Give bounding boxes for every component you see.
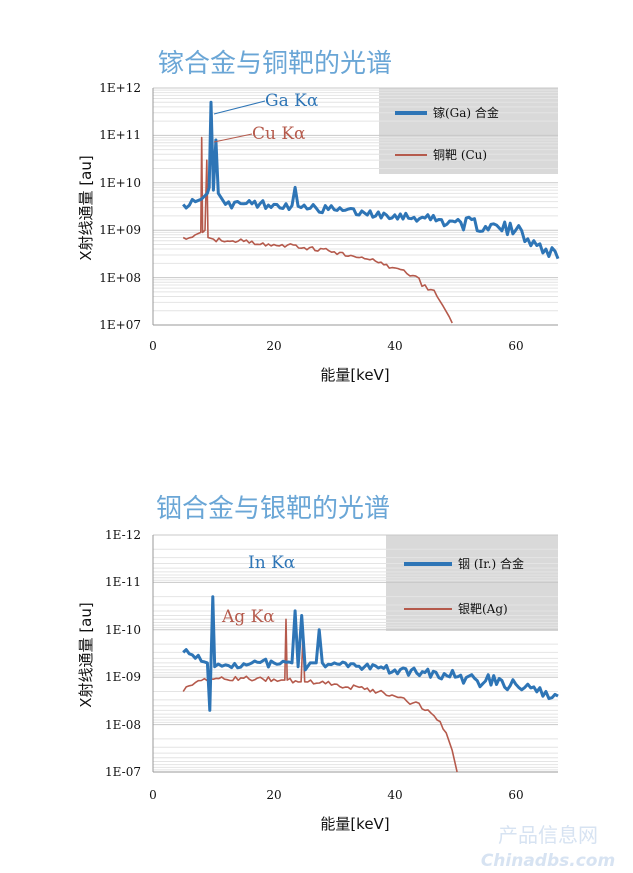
legend-label-ag: 银靶(Ag) xyxy=(458,602,508,616)
y-tick-label: 1E-12 xyxy=(105,528,141,542)
series-group xyxy=(182,595,559,773)
legend-label-cu: 铜靶 (Cu) xyxy=(433,147,487,162)
chart-ga-alloy: 镓合金与铜靶的光谱 1E+07 1E+08 1E+09 1E+10 1E+11 … xyxy=(77,49,560,384)
x-tick-label: 20 xyxy=(266,788,281,802)
series-line-target xyxy=(182,136,453,324)
chart-in-alloy: 铟合金与银靶的光谱 1E-12 1E-11 1E-10 1E-09 1E-08 … xyxy=(77,494,559,833)
annotation-arrow-ga xyxy=(213,100,266,115)
y-tick-label: 1E+09 xyxy=(99,223,141,237)
y-tick-label: 1E+12 xyxy=(99,81,141,95)
annotation-ga-ka: Ga Kα xyxy=(265,91,319,111)
chart-title: 镓合金与铜靶的光谱 xyxy=(158,49,392,79)
legend-label-in: 铟 (Ir.) 合金 xyxy=(458,556,524,571)
y-axis-label: X射线通量 [au] xyxy=(77,602,95,707)
x-tick-label: 20 xyxy=(266,339,281,353)
series-line-alloy xyxy=(182,595,559,712)
gridlines xyxy=(153,534,558,771)
watermark-text: 产品信息网 xyxy=(498,823,598,847)
x-tick-label: 40 xyxy=(387,788,402,802)
x-tick-label: 60 xyxy=(508,339,523,353)
chart-title: 铟合金与银靶的光谱 xyxy=(156,494,390,524)
y-axis-label: X射线通量 [au] xyxy=(77,155,95,260)
y-tick-label: 1E+08 xyxy=(99,271,141,285)
annotation-ag-ka: Ag Kα xyxy=(221,607,275,627)
watermark-url: Chinadbs.com xyxy=(481,851,615,871)
legend-label-ga: 镓(Ga) 合金 xyxy=(433,105,499,120)
x-axis-label: 能量[keV] xyxy=(320,815,389,833)
x-tick-label: 0 xyxy=(149,788,157,802)
y-tick-label: 1E-09 xyxy=(105,670,141,684)
y-tick-label: 1E-10 xyxy=(105,623,141,637)
gridlines xyxy=(153,87,558,326)
y-tick-label: 1E+10 xyxy=(99,176,141,190)
y-tick-label: 1E+11 xyxy=(99,128,141,142)
x-tick-label: 60 xyxy=(508,788,523,802)
y-tick-label: 1E+07 xyxy=(99,318,141,332)
series-group xyxy=(182,100,560,324)
annotation-in-ka: In Kα xyxy=(248,553,296,573)
annotation-cu-ka: Cu Kα xyxy=(252,124,306,144)
y-tick-label: 1E-11 xyxy=(105,575,141,589)
y-tick-label: 1E-07 xyxy=(105,765,141,779)
x-axis-label: 能量[keV] xyxy=(320,366,389,384)
legend-box xyxy=(386,535,558,631)
y-tick-label: 1E-08 xyxy=(105,718,141,732)
series-line-alloy xyxy=(182,100,560,260)
x-tick-label: 40 xyxy=(387,339,402,353)
annotation-arrow-cu xyxy=(213,133,253,143)
series-line-target xyxy=(182,618,458,773)
x-tick-label: 0 xyxy=(149,339,157,353)
